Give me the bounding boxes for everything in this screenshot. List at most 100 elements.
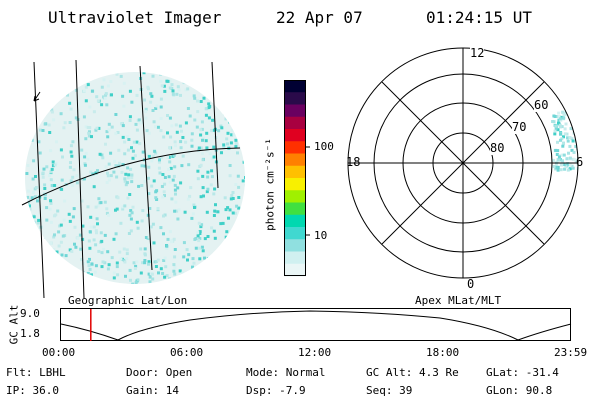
aurora-pixel bbox=[35, 186, 38, 189]
aurora-pixel bbox=[234, 138, 238, 142]
aurora-pixel bbox=[121, 207, 125, 211]
aurora-pixel bbox=[110, 93, 113, 97]
aurora-pixel bbox=[178, 74, 182, 78]
aurora-pixel bbox=[48, 131, 52, 134]
aurora-pixel bbox=[115, 72, 119, 76]
aurora-pixel bbox=[112, 271, 116, 275]
aurora-pixel bbox=[90, 273, 93, 277]
mlt-label-12: 12 bbox=[470, 46, 485, 60]
aurora-pixel bbox=[131, 149, 135, 153]
observation-time: 01:24:15 UT bbox=[426, 8, 532, 27]
aurora-pixel bbox=[212, 229, 216, 233]
aurora-pixel bbox=[50, 110, 54, 114]
aurora-pixel bbox=[175, 92, 179, 96]
aurora-pixel bbox=[244, 260, 245, 264]
aurora-pixel bbox=[101, 156, 105, 160]
aurora-pixel bbox=[168, 180, 172, 184]
aurora-pixel bbox=[31, 177, 35, 181]
polar-aurora-pixel bbox=[573, 158, 577, 162]
info-dsp: Dsp: -7.9 bbox=[246, 384, 306, 397]
aurora-pixel bbox=[88, 246, 92, 250]
aurora-pixel bbox=[147, 154, 151, 158]
aurora-pixel bbox=[92, 225, 96, 229]
aurora-pixel bbox=[100, 103, 104, 107]
aurora-pixel bbox=[193, 269, 197, 273]
aurora-pixel bbox=[155, 198, 159, 201]
aurora-pixel bbox=[163, 256, 167, 260]
aurora-pixel bbox=[28, 224, 32, 228]
aurora-pixel bbox=[52, 248, 56, 252]
aurora-pixel bbox=[192, 94, 196, 98]
aurora-pixel bbox=[80, 148, 84, 152]
aurora-pixel bbox=[222, 249, 226, 253]
aurora-pixel bbox=[63, 199, 67, 203]
aurora-pixel bbox=[230, 194, 234, 197]
polar-aurora-pixel bbox=[562, 116, 566, 120]
aurora-pixel bbox=[114, 113, 118, 116]
aurora-pixel bbox=[162, 84, 166, 88]
aurora-pixel bbox=[116, 196, 120, 200]
aurora-pixel bbox=[106, 250, 110, 254]
aurora-pixel bbox=[124, 172, 128, 176]
aurora-pixel bbox=[210, 169, 214, 173]
aurora-pixel bbox=[49, 201, 53, 205]
aurora-pixel bbox=[130, 100, 134, 104]
aurora-pixel bbox=[129, 209, 133, 213]
aurora-pixel bbox=[228, 120, 232, 124]
polar-aurora-pixel bbox=[562, 113, 566, 117]
aurora-pixel bbox=[229, 112, 233, 116]
polar-aurora-pixel bbox=[568, 156, 572, 160]
aurora-pixel bbox=[128, 193, 132, 196]
aurora-pixel bbox=[76, 276, 80, 280]
colorbar-step bbox=[284, 239, 306, 252]
polar-aurora-pixel bbox=[568, 136, 572, 139]
aurora-pixel bbox=[200, 223, 204, 227]
aurora-pixel bbox=[42, 167, 46, 171]
aurora-pixel bbox=[190, 138, 194, 142]
aurora-pixel bbox=[192, 203, 196, 207]
aurora-pixel bbox=[191, 257, 195, 261]
aurora-pixel bbox=[227, 216, 230, 220]
aurora-pixel bbox=[53, 214, 56, 218]
aurora-pixel bbox=[103, 261, 107, 265]
aurora-pixel bbox=[135, 140, 139, 144]
aurora-pixel bbox=[76, 236, 80, 240]
aurora-pixel bbox=[89, 170, 93, 174]
aurora-pixel bbox=[68, 121, 72, 124]
aurora-pixel bbox=[88, 277, 92, 280]
aurora-pixel bbox=[104, 93, 108, 97]
aurora-pixel bbox=[130, 173, 134, 177]
aurora-pixel bbox=[199, 163, 203, 167]
aurora-pixel bbox=[127, 138, 131, 141]
polar-aurora-pixel bbox=[565, 132, 569, 136]
aurora-pixel bbox=[240, 242, 244, 246]
aurora-pixel bbox=[159, 97, 163, 101]
aurora-pixel bbox=[52, 235, 56, 239]
aurora-pixel bbox=[204, 113, 208, 117]
aurora-pixel bbox=[183, 210, 187, 214]
aurora-pixel bbox=[229, 254, 233, 258]
aurora-pixel bbox=[162, 259, 166, 262]
aurora-pixel bbox=[151, 277, 155, 281]
aurora-pixel bbox=[199, 133, 203, 137]
aurora-pixel bbox=[59, 223, 63, 227]
aurora-pixel bbox=[220, 151, 223, 155]
aurora-pixel bbox=[151, 74, 155, 78]
aurora-pixel bbox=[196, 169, 200, 173]
aurora-pixel bbox=[141, 261, 145, 265]
polar-aurora-pixel bbox=[557, 155, 561, 159]
aurora-pixel bbox=[90, 262, 94, 266]
aurora-pixel bbox=[228, 174, 232, 178]
colorbar-step bbox=[284, 227, 306, 240]
aurora-pixel bbox=[200, 152, 204, 156]
aurora-pixel bbox=[43, 84, 47, 88]
aurora-pixel bbox=[225, 137, 229, 141]
aurora-pixel bbox=[100, 265, 104, 269]
polar-aurora-pixel bbox=[554, 127, 558, 131]
aurora-pixel bbox=[27, 222, 31, 226]
aurora-pixel bbox=[125, 252, 129, 256]
aurora-pixel bbox=[159, 226, 163, 230]
aurora-pixel bbox=[43, 122, 47, 126]
polar-aurora-pixel bbox=[570, 164, 574, 168]
aurora-pixel bbox=[36, 221, 40, 225]
